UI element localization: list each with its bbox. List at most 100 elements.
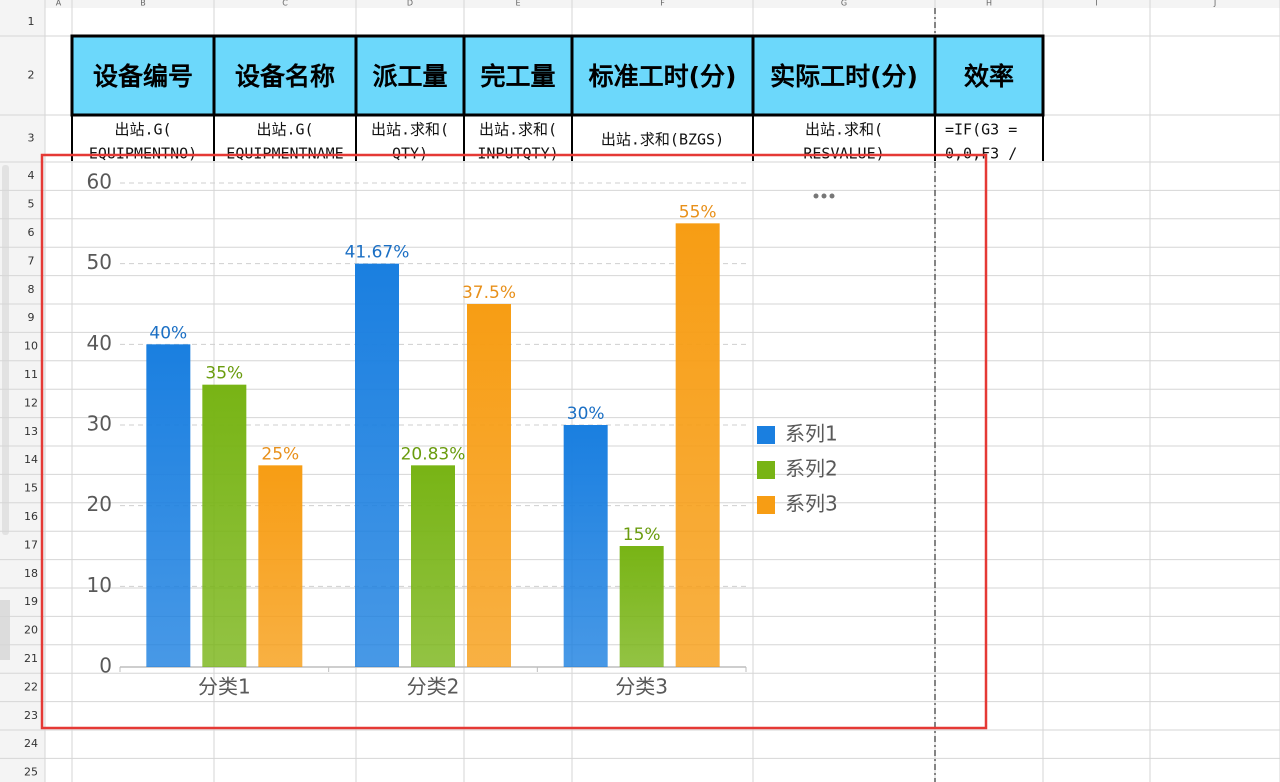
row-number: 7 <box>28 254 35 267</box>
row-number: 12 <box>24 396 38 409</box>
formula-cell-text: 出站.求和(QTY) <box>371 121 449 162</box>
row-number: 10 <box>24 340 38 353</box>
bar <box>202 384 247 667</box>
row-number: 9 <box>28 311 35 324</box>
row-number: 20 <box>24 624 38 637</box>
data-label: 55% <box>679 202 717 222</box>
bar <box>411 465 455 667</box>
formula-cell-text: 出站.求和( RESVALUE) <box>803 121 884 163</box>
header-cell[interactable] <box>70 34 216 117</box>
data-label: 35% <box>205 364 243 384</box>
row-number: 21 <box>24 652 38 665</box>
row-number: 1 <box>28 15 35 28</box>
row-number: 2 <box>28 69 35 82</box>
formula-cell-text: 出站.求和(BZGS) <box>601 131 724 149</box>
formula-text: 出站.G( <box>256 121 313 139</box>
row-number: 4 <box>28 169 35 182</box>
legend-swatch <box>757 496 775 514</box>
header-text: 标准工时(分) <box>589 62 737 91</box>
formula-text: 出站.求和( <box>371 121 449 139</box>
row-number: 25 <box>24 766 38 779</box>
header-text: 完工量 <box>480 62 555 91</box>
row-number: 17 <box>24 538 38 551</box>
chart: 0 10 20 30 40 50 60 分类1 40% 35% 25% 分类2 41.67% 20.83%… <box>87 170 838 699</box>
column-letter: H <box>986 0 992 8</box>
column-letter: A <box>56 0 62 8</box>
formula-text: =IF(G3 = <box>945 121 1017 139</box>
row-number: 23 <box>24 709 38 722</box>
y-tick-label: 50 <box>87 250 112 274</box>
y-tick-label: 10 <box>87 573 112 597</box>
data-label: 37.5% <box>462 283 516 303</box>
column-letter: I <box>1095 0 1097 8</box>
selection-frame <box>40 153 988 730</box>
side-panel <box>0 600 10 660</box>
row-number: 3 <box>28 132 35 145</box>
header-text: 效率 <box>964 62 1014 91</box>
row-number: 24 <box>24 737 38 750</box>
formula-text: 出站.求和( <box>805 121 883 139</box>
column-letter: B <box>140 0 146 8</box>
header-text: 派工量 <box>372 62 447 91</box>
formula-row: 出站.G( EQUIPMENTNO) 出站.G( EQUIPMENTNAME 出站.求和… <box>71 115 1044 165</box>
y-tick-label: 0 <box>99 654 112 678</box>
column-letter: C <box>282 0 288 8</box>
row-number: 15 <box>24 482 38 495</box>
data-label: 15% <box>623 525 661 545</box>
y-tick-label: 40 <box>87 331 112 355</box>
header-cell[interactable] <box>462 34 574 117</box>
row-number: 11 <box>24 368 38 381</box>
column-letter: J <box>1213 0 1216 8</box>
formula-text: 出站.G( <box>114 121 171 139</box>
chart-menu-dot[interactable] <box>829 193 835 199</box>
legend-swatch <box>757 426 775 444</box>
column-letter: F <box>660 0 665 8</box>
bar <box>563 425 608 667</box>
formula-cell-text: =IF(G3 = 0,0,F3 / <box>945 121 1017 163</box>
row-number: 22 <box>24 680 38 693</box>
chart-menu-dot[interactable] <box>821 193 827 199</box>
row-number: 5 <box>28 198 35 211</box>
x-tick-label: 分类1 <box>198 675 251 699</box>
formula-text: EQUIPMENTNO) <box>89 145 197 163</box>
row-number: 13 <box>24 425 38 438</box>
bar <box>467 304 511 667</box>
row-number: 14 <box>24 453 38 466</box>
scrollbar <box>2 165 9 535</box>
formula-text: 出站.求和( <box>479 121 557 139</box>
column-header-bg <box>0 0 1280 8</box>
formula-cell-text: 出站.G( EQUIPMENTNAME <box>226 121 343 163</box>
header-text: 设备名称 <box>235 62 335 91</box>
column-letter: G <box>841 0 847 8</box>
formula-text: 0,0,F3 / <box>945 145 1017 163</box>
legend-label: 系列3 <box>785 492 838 516</box>
bar <box>258 465 303 667</box>
formula-text: RESVALUE) <box>803 145 884 163</box>
column-letter: E <box>515 0 520 8</box>
data-label: 41.67% <box>345 243 410 263</box>
formula-text: EQUIPMENTNAME <box>226 145 343 163</box>
bar <box>355 263 399 667</box>
bar <box>619 546 664 667</box>
formula-cell-text: 出站.求和( INPUTQTY) <box>477 121 558 163</box>
formula-text: INPUTQTY) <box>477 145 558 163</box>
y-tick-label: 60 <box>87 170 112 194</box>
formula-cell-text: 出站.G( EQUIPMENTNO) <box>89 121 197 163</box>
chart-menu-dot[interactable] <box>813 193 819 199</box>
y-tick-label: 30 <box>87 412 112 436</box>
header-cell[interactable] <box>354 34 466 117</box>
column-letter: D <box>407 0 413 8</box>
y-tick-label: 20 <box>87 492 112 516</box>
bar <box>675 223 720 668</box>
data-label: 20.83% <box>401 444 466 464</box>
legend-swatch <box>757 461 775 479</box>
formula-cell[interactable] <box>934 115 1044 165</box>
data-label: 25% <box>261 444 299 464</box>
row-number: 16 <box>24 510 38 523</box>
legend-label: 系列1 <box>785 422 838 446</box>
x-tick-label: 分类2 <box>407 675 460 699</box>
x-tick-label: 分类3 <box>615 675 668 699</box>
